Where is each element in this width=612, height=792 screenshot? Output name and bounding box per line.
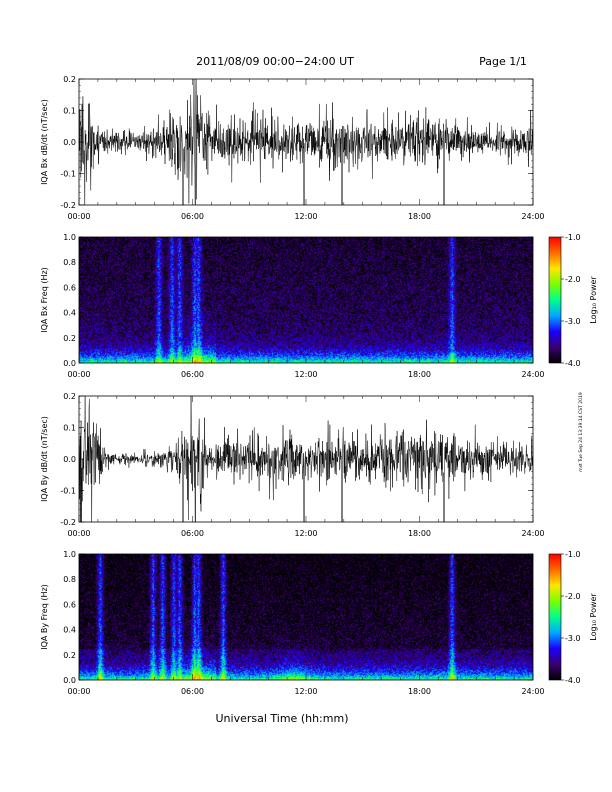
colorbar-label: Log₁₀ Power <box>589 276 598 324</box>
x-tick-label: 00:00 <box>67 370 90 379</box>
x-tick-label: 00:00 <box>67 212 90 221</box>
panel-4: -1.0 -2.0 -3.0 -4.0 Log₁₀ Power 1.0 0.8 0.6 0.4 0… <box>40 550 598 696</box>
colorbar-tick-label: -4.0 <box>565 359 581 368</box>
colorbar-tick-label: -3.0 <box>565 317 581 326</box>
y-tick-label: 0.0 <box>63 455 76 464</box>
y-tick-label: 0.2 <box>63 651 76 660</box>
x-tick-label: 00:00 <box>67 687 90 696</box>
colorbar-scale <box>548 236 562 364</box>
y-tick-label: 0.6 <box>63 283 76 292</box>
y-tick-label: 0.2 <box>63 334 76 343</box>
y-tick-label: 0.8 <box>63 575 76 584</box>
x-tick-label: 24:00 <box>521 370 544 379</box>
y-tick-label: 1.0 <box>63 233 76 242</box>
spectrogram-image <box>79 554 533 680</box>
series-line <box>79 396 533 522</box>
colorbar-tick-label: -3.0 <box>565 634 581 643</box>
x-tick-label: 06:00 <box>181 212 204 221</box>
y-axis-title: IQA Bx dB/dt (nT/sec) <box>40 99 49 185</box>
panel-2: -1.0 -2.0 -3.0 -4.0 Log₁₀ Power 1.0 0.8 0.6 0.4 0… <box>40 233 598 379</box>
y-tick-label: -0.1 <box>60 170 76 179</box>
y-tick-label: 0.1 <box>63 424 76 433</box>
panel-3: 0.2 0.1 0.0 -0.1 -0.2 00:00 06:00 12:00 18:00 24:… <box>40 392 545 538</box>
x-tick-label: 12:00 <box>294 687 317 696</box>
colorbar-tick-label: -1.0 <box>565 233 581 242</box>
y-tick-label: 1.0 <box>63 550 76 559</box>
y-axis-title: IQA By dB/dt (nT/sec) <box>40 416 49 502</box>
colorbar-tick-label: -2.0 <box>565 275 581 284</box>
x-tick-label: 12:00 <box>294 529 317 538</box>
colorbar-scale <box>548 553 562 681</box>
x-tick-label: 18:00 <box>408 529 431 538</box>
x-tick-label: 06:00 <box>181 370 204 379</box>
x-tick-label: 24:00 <box>521 529 544 538</box>
colorbar-tick-label: -2.0 <box>565 592 581 601</box>
y-axis-title: IQA By Freq (Hz) <box>40 584 49 650</box>
y-tick-label: 0.4 <box>63 309 76 318</box>
y-tick-label: 0.0 <box>63 359 76 368</box>
colorbar-tick-label: -4.0 <box>565 676 581 685</box>
colorbar-label: Log₁₀ Power <box>589 593 598 641</box>
y-tick-label: 0.2 <box>63 392 76 401</box>
x-tick-label: 00:00 <box>67 529 90 538</box>
y-tick-label: -0.1 <box>60 487 76 496</box>
figure-title: 2011/08/09 00:00−24:00 UT <box>196 55 354 68</box>
x-tick-label: 18:00 <box>408 687 431 696</box>
y-tick-label: -0.2 <box>60 201 76 210</box>
x-tick-label: 12:00 <box>294 370 317 379</box>
y-tick-label: 0.0 <box>63 138 76 147</box>
y-tick-label: 0.6 <box>63 600 76 609</box>
y-tick-label: 0.1 <box>63 107 76 116</box>
x-axis-title: Universal Time (hh:mm) <box>216 712 349 725</box>
colorbar: -1.0 -2.0 -3.0 -4.0 Log₁₀ Power <box>548 233 598 368</box>
colorbar: -1.0 -2.0 -3.0 -4.0 Log₁₀ Power <box>548 550 598 685</box>
y-axis-title: IQA Bx Freq (Hz) <box>40 267 49 333</box>
panel-1: 0.2 0.1 0.0 -0.1 -0.2 00:00 06:00 12:00 18:00 24:… <box>40 75 545 221</box>
x-tick-label: 18:00 <box>408 370 431 379</box>
colorbar-tick-label: -1.0 <box>565 550 581 559</box>
y-tick-label: 0.4 <box>63 626 76 635</box>
series-line <box>79 79 533 205</box>
x-tick-label: 06:00 <box>181 529 204 538</box>
panels: 0.2 0.1 0.0 -0.1 -0.2 00:00 06:00 12:00 18:00 24:… <box>40 75 598 696</box>
x-tick-label: 24:00 <box>521 212 544 221</box>
x-tick-label: 18:00 <box>408 212 431 221</box>
side-stamp: mst Tue Sep 24 13:39:14 CST 2019 <box>578 392 584 472</box>
y-tick-label: -0.2 <box>60 518 76 527</box>
page-label: Page 1/1 <box>479 55 527 68</box>
y-tick-label: 0.2 <box>63 75 76 84</box>
spectrogram-image <box>79 237 533 363</box>
x-tick-label: 06:00 <box>181 687 204 696</box>
x-tick-label: 12:00 <box>294 212 317 221</box>
x-tick-label: 24:00 <box>521 687 544 696</box>
y-tick-label: 0.0 <box>63 676 76 685</box>
y-tick-label: 0.8 <box>63 258 76 267</box>
